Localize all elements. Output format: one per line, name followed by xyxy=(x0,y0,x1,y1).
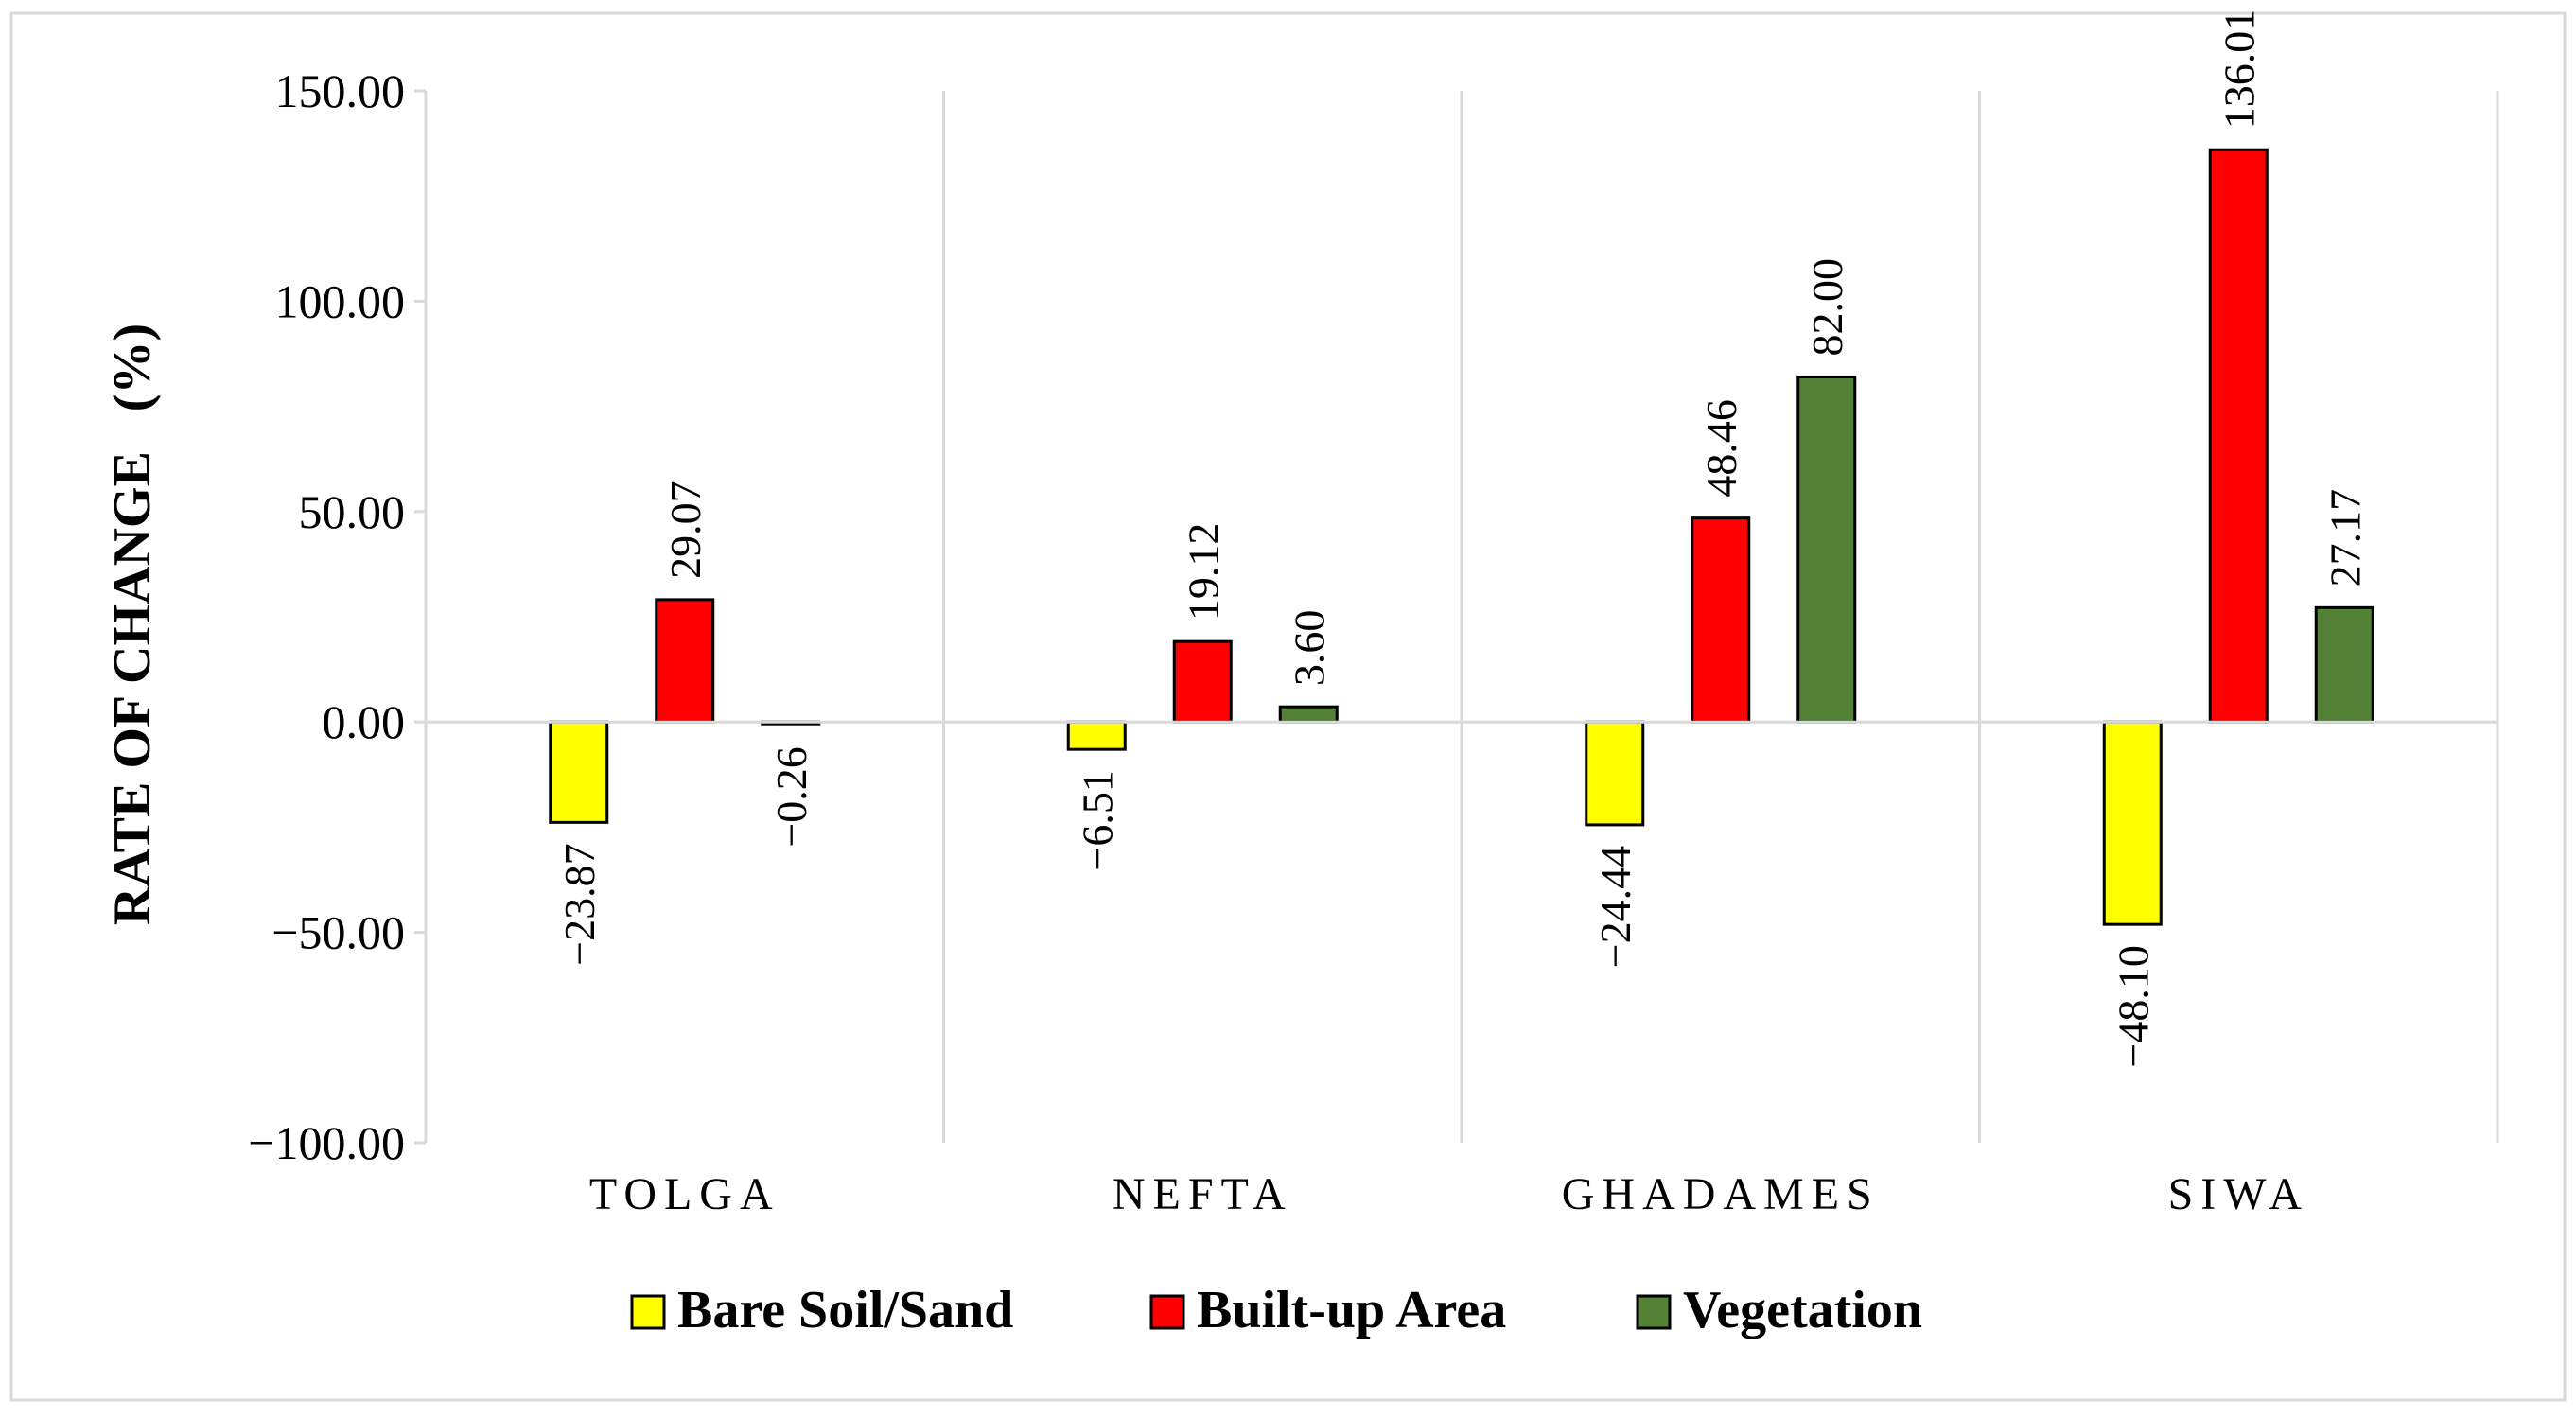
bar-built-up-area-tolga xyxy=(655,598,715,724)
legend-label: Bare Soil/Sand xyxy=(677,1281,1013,1339)
bar-bare-soil-sand-nefta xyxy=(1066,720,1127,751)
bar-vegetation-siwa xyxy=(2314,605,2374,724)
bar-bare-soil-sand-siwa xyxy=(2102,720,2163,926)
legend-swatch xyxy=(1636,1294,1672,1330)
bar-bare-soil-sand-tolga xyxy=(549,720,609,824)
data-label: 48.46 xyxy=(1697,399,1745,498)
y-tick-label: −100.00 xyxy=(248,1116,405,1169)
bar-bare-soil-sand-ghadames xyxy=(1585,720,1645,827)
data-label: −0.26 xyxy=(767,746,815,847)
x-tick-label: SIWA xyxy=(2168,1169,2309,1219)
data-label: 19.12 xyxy=(1179,523,1227,621)
data-label: 82.00 xyxy=(1803,258,1851,357)
bars-layer xyxy=(549,148,2374,926)
labels-layer: −23.87 −6.51 −24.44 −48.10 29.07 19.12 48.46 13… xyxy=(555,9,2370,1068)
bar-vegetation-nefta xyxy=(1278,705,1339,724)
bar-built-up-area-nefta xyxy=(1172,639,1233,724)
data-label: 136.01 xyxy=(2215,9,2263,130)
legend-label: Vegetation xyxy=(1683,1281,1922,1339)
x-tick-label: TOLGA xyxy=(589,1169,780,1219)
axis-layer: 150.00 100.00 50.00 0.00 −50.00 −100.00 TOLGA N… xyxy=(248,64,2497,1219)
legend: Bare Soil/Sand Built-up Area Vegetation xyxy=(630,1281,1922,1339)
data-label: −24.44 xyxy=(1591,846,1639,968)
bar-built-up-area-siwa xyxy=(2208,148,2269,724)
data-label: 27.17 xyxy=(2321,489,2369,587)
data-label: 3.60 xyxy=(1285,610,1333,687)
data-label: −23.87 xyxy=(555,843,604,965)
bar-vegetation-ghadames xyxy=(1796,375,1857,724)
data-label: −6.51 xyxy=(1073,770,1121,870)
data-label: 29.07 xyxy=(661,481,710,579)
y-tick-label: 150.00 xyxy=(275,64,406,117)
y-tick-label: 100.00 xyxy=(275,274,406,327)
y-axis-title: RATE OF CHANGE (%) xyxy=(103,324,162,925)
y-tick-label: 0.00 xyxy=(323,695,406,748)
x-tick-label: NEFTA xyxy=(1113,1169,1293,1219)
bar-built-up-area-ghadames xyxy=(1691,516,1751,724)
y-tick-label: −50.00 xyxy=(272,906,405,959)
legend-label: Built-up Area xyxy=(1197,1281,1506,1339)
legend-swatch xyxy=(630,1294,666,1330)
y-tick-label: 50.00 xyxy=(299,485,406,538)
legend-swatch xyxy=(1149,1294,1185,1330)
data-label: −48.10 xyxy=(2109,945,2157,1067)
x-tick-label: GHADAMES xyxy=(1562,1169,1880,1219)
